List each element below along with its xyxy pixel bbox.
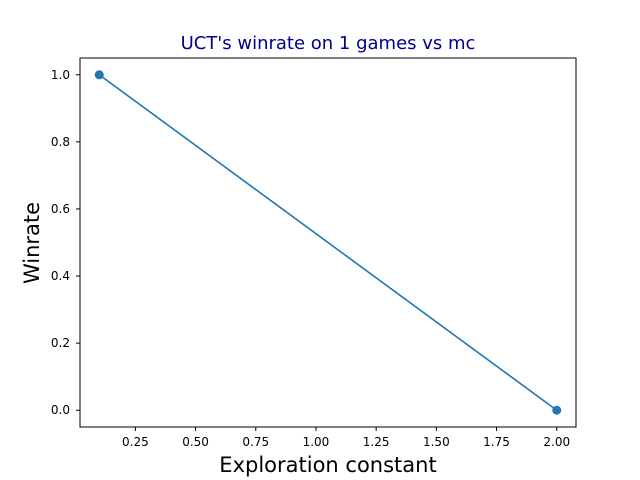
y-tick-label: 0.8 (51, 135, 70, 149)
y-axis-ticks: 0.0 0.2 0.4 0.6 0.8 1.0 (51, 68, 80, 417)
series-layer (94, 70, 562, 415)
plot-area-frame (79, 57, 577, 428)
x-tick-label: 0.75 (242, 435, 269, 449)
y-tick-label: 1.0 (51, 68, 70, 82)
y-tick-label: 0.0 (51, 403, 70, 417)
x-tick-label: 2.00 (543, 435, 570, 449)
x-tick-label: 1.50 (423, 435, 450, 449)
y-tick-label: 0.6 (51, 202, 70, 216)
x-tick-label: 0.25 (122, 435, 149, 449)
y-axis-label: Winrate (20, 202, 44, 284)
y-tick-label: 0.2 (51, 336, 70, 350)
x-axis-label: Exploration constant (219, 453, 436, 477)
x-tick-label: 1.75 (483, 435, 510, 449)
x-tick-label: 1.25 (363, 435, 390, 449)
series-line (98, 74, 558, 411)
data-point (552, 405, 562, 415)
x-tick-label: 0.50 (182, 435, 209, 449)
x-tick-label: 1.00 (303, 435, 330, 449)
data-point (94, 70, 104, 80)
x-axis-ticks: 0.25 0.50 0.75 1.00 1.25 1.50 1.75 2.00 (122, 427, 570, 449)
y-tick-label: 0.4 (51, 269, 70, 283)
chart-title: UCT's winrate on 1 games vs mc (181, 33, 476, 54)
